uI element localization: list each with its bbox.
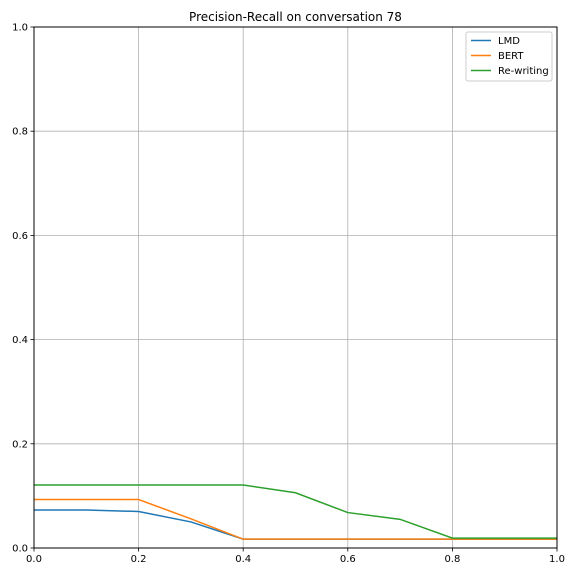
x-tick-label: 0.6 bbox=[340, 554, 356, 565]
y-tick-label: 0.6 bbox=[12, 231, 28, 242]
x-tick-label: 0.2 bbox=[131, 554, 147, 565]
y-tick-label: 0.0 bbox=[12, 544, 28, 555]
legend-label-re-writing: Re-writing bbox=[498, 66, 549, 77]
chart-title: Precision-Recall on conversation 78 bbox=[189, 10, 402, 24]
x-tick-label: 0.4 bbox=[235, 554, 251, 565]
x-tick-label: 1.0 bbox=[549, 554, 565, 565]
axis-ticks: 0.0 0.2 0.4 0.6 0.8 1.0 0.0 0.2 0.4 0.6 0.8 1.0 bbox=[12, 23, 565, 566]
series-lines bbox=[34, 484, 557, 540]
y-tick-label: 0.8 bbox=[12, 127, 28, 138]
legend: LMD BERT Re-writing bbox=[465, 31, 553, 82]
series-line-re-writing bbox=[34, 484, 557, 539]
x-tick-label: 0.8 bbox=[444, 554, 460, 565]
y-tick-label: 1.0 bbox=[12, 23, 28, 34]
series-line-bert bbox=[34, 498, 557, 540]
legend-label-lmd: LMD bbox=[498, 36, 520, 47]
y-tick-label: 0.2 bbox=[12, 439, 28, 450]
legend-box bbox=[465, 31, 553, 82]
x-tick-label: 0.0 bbox=[26, 554, 42, 565]
plot-frame bbox=[33, 26, 558, 549]
legend-label-bert: BERT bbox=[498, 51, 524, 62]
y-tick-label: 0.4 bbox=[12, 335, 28, 346]
